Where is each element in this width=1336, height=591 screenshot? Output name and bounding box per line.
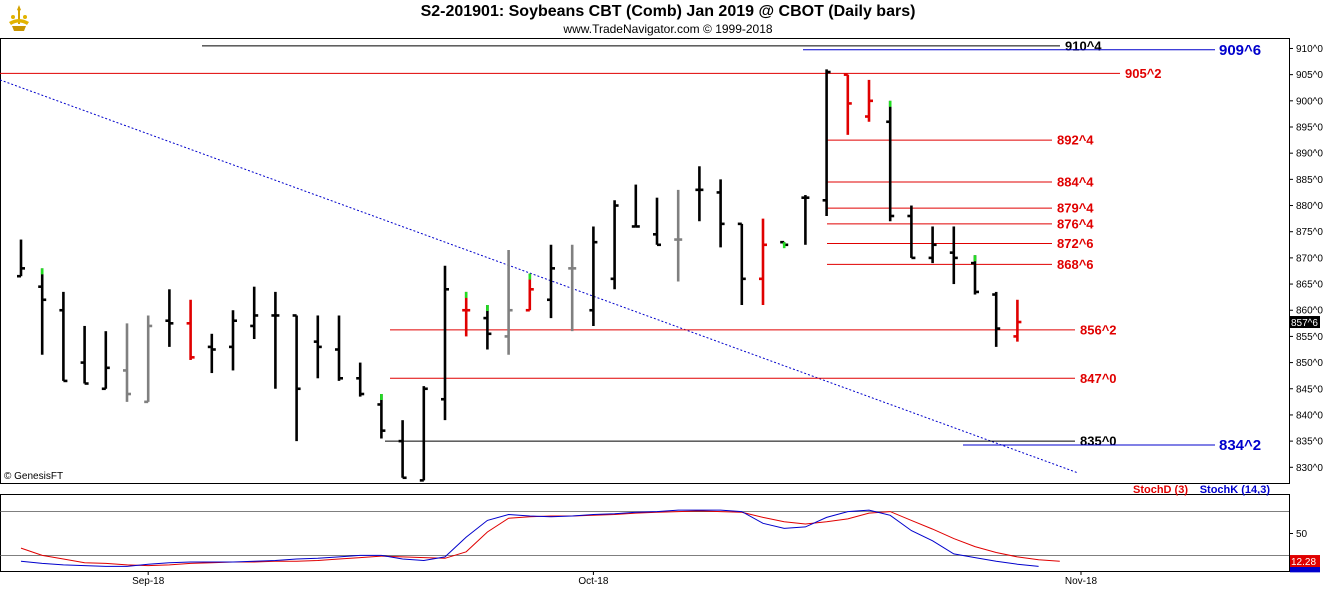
- level-label: 835^0: [1080, 434, 1117, 449]
- price-tick-label: 835^0: [1296, 437, 1323, 448]
- price-tick-label: 885^0: [1296, 175, 1323, 186]
- stoch-tick-label: 50: [1296, 529, 1308, 540]
- stoch-panel-frame: [0, 494, 1290, 572]
- price-tick-label: 870^0: [1296, 253, 1323, 264]
- price-tick-label: 850^0: [1296, 358, 1323, 369]
- stoch-d-value-label: 12.28: [1291, 557, 1316, 568]
- stoch-d-legend: StochD (3): [1133, 484, 1188, 496]
- price-tick-label: 875^0: [1296, 227, 1323, 238]
- downtrend-line: [0, 79, 1078, 473]
- price-tick-label: 910^0: [1296, 44, 1323, 55]
- price-tick-label: 830^0: [1296, 463, 1323, 474]
- level-label: 868^6: [1057, 257, 1094, 272]
- level-label: 879^4: [1057, 201, 1094, 216]
- price-tick-label: 880^0: [1296, 201, 1323, 212]
- price-tick-label: 845^0: [1296, 384, 1323, 395]
- genesis-logo-icon: [9, 5, 29, 31]
- level-label: 876^4: [1057, 216, 1094, 231]
- stoch-k-line: [20, 509, 1039, 567]
- chart-subtitle: www.TradeNavigator.com © 1999-2018: [563, 22, 773, 36]
- price-axis: 830^0 835^0 840^0 845^0 850^0 855^0 860^0 865^0…: [1289, 44, 1323, 474]
- last-price-label: 857^6: [1291, 318, 1318, 329]
- last-price-box: [1290, 316, 1320, 329]
- price-tick-label: 860^0: [1296, 306, 1323, 317]
- date-axis: Sep-18 Oct-18 Nov-18: [132, 571, 1098, 587]
- price-tick-label: 865^0: [1296, 280, 1323, 291]
- price-tick-label: 900^0: [1296, 96, 1323, 107]
- level-label: 892^4: [1057, 133, 1094, 148]
- date-tick-label: Sep-18: [132, 576, 165, 587]
- price-panel-frame: [0, 38, 1290, 484]
- level-label: 856^2: [1080, 322, 1117, 337]
- price-tick-label: 895^0: [1296, 123, 1323, 134]
- level-label: 847^0: [1080, 371, 1117, 386]
- stoch-d-value-box: [1290, 555, 1320, 568]
- date-tick-label: Nov-18: [1065, 576, 1098, 587]
- level-label: 910^4: [1065, 38, 1102, 53]
- date-tick-label: Oct-18: [578, 576, 608, 587]
- level-label: 909^6: [1219, 42, 1261, 59]
- level-label: 872^6: [1057, 236, 1094, 251]
- level-label: 834^2: [1219, 437, 1261, 454]
- price-bars: [17, 69, 1022, 482]
- level-label: 905^2: [1125, 66, 1162, 81]
- price-tick-label: 840^0: [1296, 410, 1323, 421]
- stoch-d-line: [20, 510, 1060, 567]
- chart-header: S2-201901: Soybeans CBT (Comb) Jan 2019 …: [0, 0, 1336, 38]
- watermark: © GenesisFT: [4, 471, 63, 482]
- stochastic-panel: 50 12.28: [0, 509, 1320, 573]
- trendline-group: [0, 79, 1078, 473]
- chart-title: S2-201901: Soybeans CBT (Comb) Jan 2019 …: [420, 3, 916, 20]
- price-tick-label: 905^0: [1296, 70, 1323, 81]
- level-label: 884^4: [1057, 174, 1094, 189]
- stoch-k-legend: StochK (14,3): [1200, 484, 1271, 496]
- price-tick-label: 890^0: [1296, 149, 1323, 160]
- price-tick-label: 855^0: [1296, 332, 1323, 343]
